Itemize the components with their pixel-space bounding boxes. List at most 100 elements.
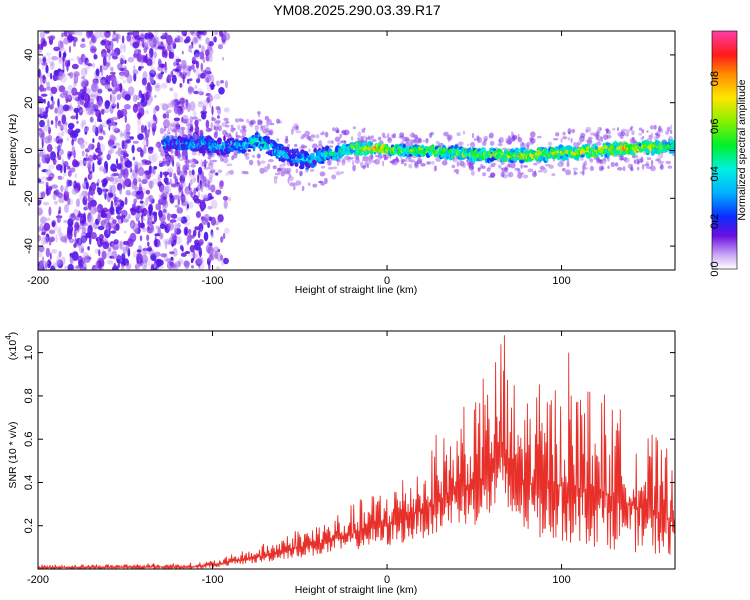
noise-blob [138,66,142,71]
noise-blob [147,206,153,210]
halo-blob [280,170,286,177]
noise-blob [80,79,86,88]
noise-blob [159,127,165,135]
noise-blob [157,46,165,50]
noise-blob [162,113,167,119]
noise-blob [136,217,140,222]
halo-blob [456,171,459,175]
halo-blob [352,126,357,130]
halo-blob [560,138,563,143]
ridge-blob [603,145,608,150]
halo-blob [350,136,354,141]
noise-blob [63,161,69,168]
spectrogram-xtick-label: 100 [552,275,570,287]
noise-blob [74,173,77,179]
halo-blob [408,158,412,162]
noise-blob [207,221,211,229]
noise-blob [132,203,135,209]
noise-blob [165,185,172,193]
noise-blob [186,65,190,71]
snr-xtick-label: -100 [202,574,224,586]
noise-blob [140,149,144,158]
noise-blob [123,174,126,181]
noise-blob [38,151,45,157]
noise-blob [47,55,51,64]
halo-blob [507,163,511,168]
noise-blob [87,108,92,116]
halo-blob [307,182,311,186]
halo-blob [570,137,573,144]
halo-blob [629,127,632,131]
halo-blob [235,135,242,139]
noise-blob [148,38,155,47]
noise-blob [59,232,64,241]
noise-blob [46,81,50,90]
noise-blob [64,60,70,68]
halo-blob [331,174,337,180]
noise-blob [93,31,101,39]
noise-blob [203,231,209,242]
ridge-blob [273,149,277,154]
halo-blob [309,168,315,172]
noise-blob [40,93,48,97]
noise-blob [38,178,42,183]
noise-blob [114,172,120,176]
halo-blob [561,162,564,167]
noise-blob [173,117,181,122]
noise-blob [143,41,151,45]
noise-blob [95,68,100,77]
noise-blob [87,200,92,211]
noise-blob [86,88,92,94]
noise-blob [193,178,196,183]
noise-blob [137,104,144,112]
noise-blob [42,191,46,198]
halo-blob [176,153,181,157]
noise-blob [150,96,154,103]
noise-blob [198,247,203,258]
noise-blob [57,259,64,269]
halo-blob [443,131,449,137]
halo-blob [451,164,456,169]
halo-blob [522,174,529,179]
noise-blob [38,161,42,169]
halo-blob [276,118,280,124]
halo-blob [565,169,571,176]
noise-blob [41,62,48,66]
noise-blob [138,182,142,193]
noise-blob [81,76,86,80]
halo-blob [226,163,233,167]
halo-blob [266,120,269,128]
noise-blob [161,82,168,89]
noise-blob [78,139,83,147]
noise-blob [44,262,48,270]
ridge-blob [552,156,556,160]
halo-blob [305,134,310,140]
noise-blob [45,64,49,74]
halo-blob [318,180,323,184]
ridge-blob [278,157,282,162]
snr-xtick-label: 100 [552,574,570,586]
noise-blob [78,106,84,116]
noise-blob [72,159,78,168]
ridge-blob [621,150,627,156]
noise-blob [107,80,111,85]
noise-blob [59,92,67,98]
noise-blob [38,129,45,138]
halo-blob [173,136,179,140]
noise-blob [113,85,120,93]
halo-blob [260,160,266,164]
halo-blob [171,123,176,127]
halo-blob [213,126,219,131]
noise-blob [67,264,74,270]
noise-blob [206,77,210,83]
noise-blob [58,210,61,215]
noise-blob [175,182,181,187]
noise-blob [60,256,66,266]
ridge-blob [369,141,373,146]
noise-blob [94,207,100,213]
noise-blob [88,173,92,180]
noise-blob [156,258,163,267]
noise-blob [118,73,125,80]
noise-blob [69,213,76,222]
noise-blob [46,144,53,153]
